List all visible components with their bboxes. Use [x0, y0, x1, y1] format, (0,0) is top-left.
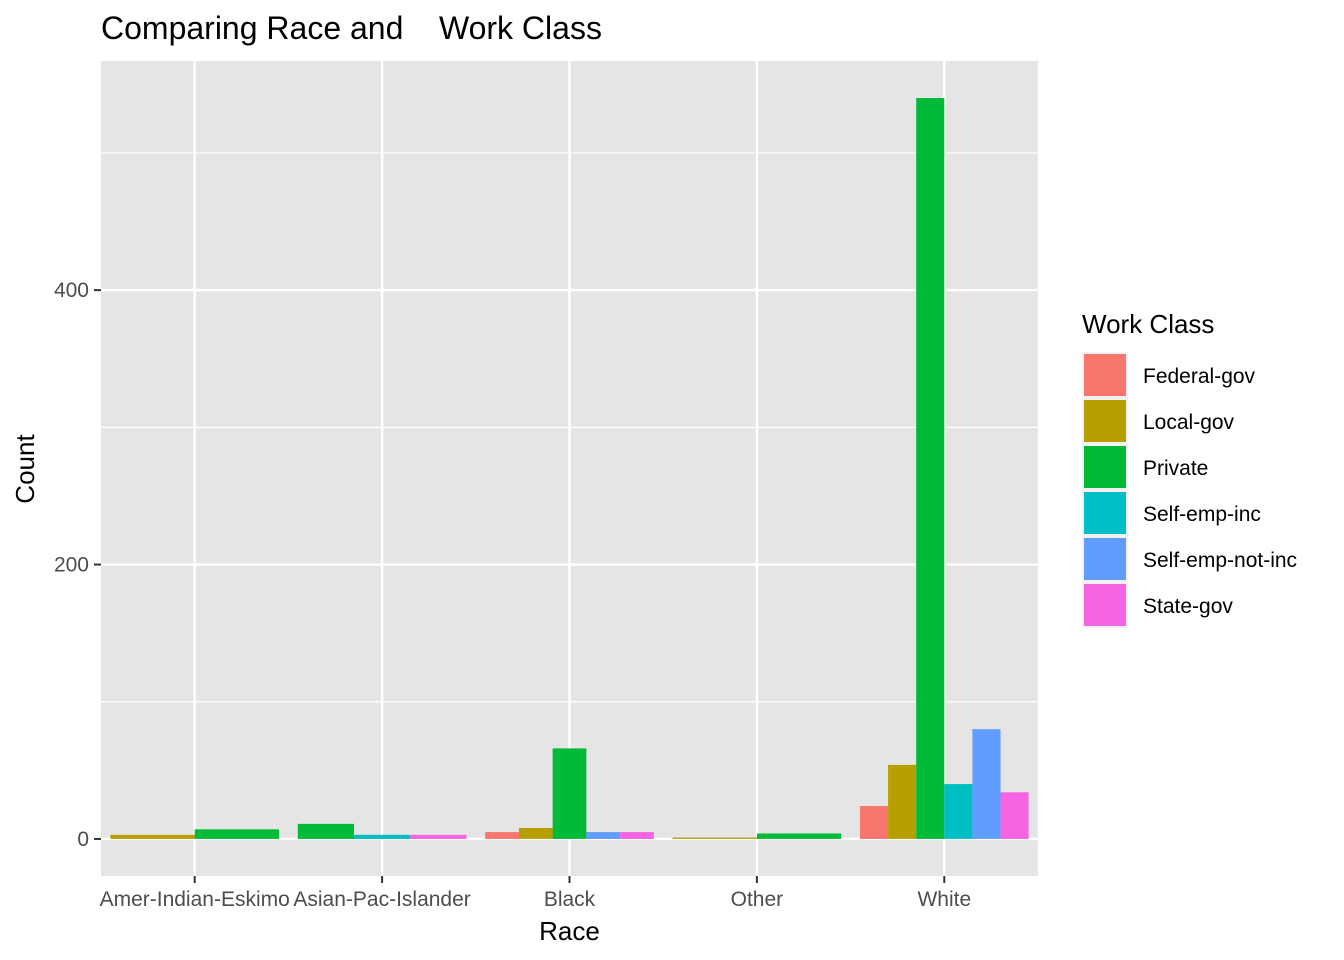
- bar: [944, 784, 973, 839]
- chart-title: Comparing Race and Work Class: [101, 10, 602, 46]
- bar: [888, 764, 917, 839]
- legend-swatch: [1084, 400, 1126, 442]
- bar: [297, 823, 354, 839]
- legend-label: Self-emp-not-inc: [1143, 549, 1297, 572]
- x-axis: Amer-Indian-Eskimo Asian-Pac-Islander Blac…: [100, 876, 971, 911]
- legend-swatch: [1084, 538, 1126, 580]
- legend-swatch: [1084, 446, 1126, 488]
- legend-swatch: [1084, 354, 1126, 396]
- bar: [756, 833, 842, 839]
- bar: [972, 729, 1001, 839]
- legend: Work Class Federal-gov Local-gov Private Se…: [1082, 309, 1297, 628]
- bar: [1000, 792, 1029, 839]
- legend-label: State-gov: [1143, 595, 1233, 618]
- y-tick-label: 200: [54, 554, 89, 577]
- bar: [672, 837, 757, 839]
- bar: [410, 834, 467, 839]
- legend-label: Local-gov: [1143, 411, 1235, 434]
- bar: [859, 806, 889, 839]
- bar: [485, 832, 519, 839]
- x-tick-label: Other: [731, 888, 784, 911]
- y-axis: 0 200 400: [54, 279, 101, 851]
- legend-title: Work Class: [1082, 309, 1214, 339]
- bar: [518, 827, 553, 839]
- bar: [552, 748, 587, 839]
- legend-swatch: [1084, 492, 1126, 534]
- y-axis-title: Count: [10, 434, 40, 504]
- x-tick-label: Amer-Indian-Eskimo: [100, 888, 290, 911]
- x-tick-label: Asian-Pac-Islander: [293, 888, 470, 911]
- bar: [916, 98, 945, 839]
- x-axis-title: Race: [539, 916, 600, 946]
- x-tick-label: White: [917, 888, 971, 911]
- bar: [194, 829, 280, 839]
- bar: [110, 834, 195, 839]
- y-tick-label: 400: [54, 279, 89, 302]
- bar: [353, 834, 411, 839]
- bar: [620, 832, 654, 839]
- legend-swatch: [1084, 584, 1126, 626]
- x-tick-label: Black: [544, 888, 596, 911]
- bar: [586, 832, 621, 839]
- legend-label: Federal-gov: [1143, 365, 1256, 388]
- y-tick-label: 0: [77, 828, 89, 851]
- bars: [110, 98, 1029, 839]
- legend-label: Private: [1143, 457, 1208, 480]
- legend-label: Self-emp-inc: [1143, 503, 1261, 526]
